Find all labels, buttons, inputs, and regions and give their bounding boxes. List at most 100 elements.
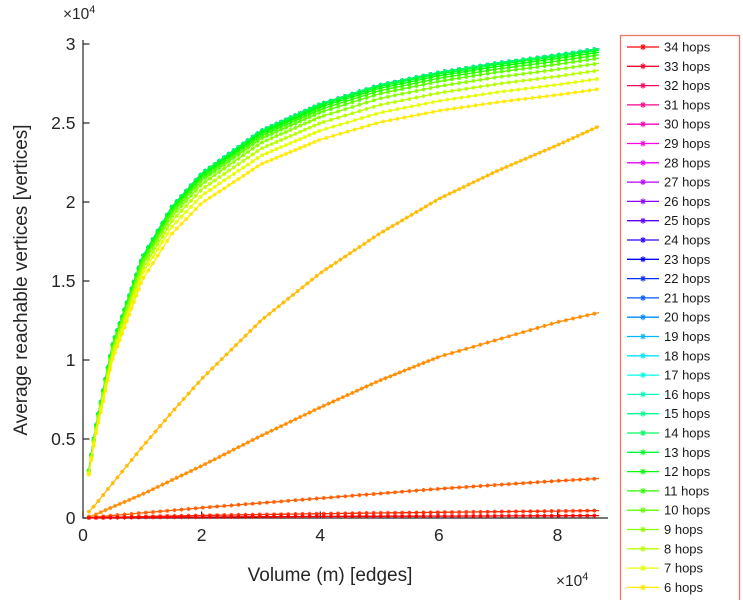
legend-marker-6-hops xyxy=(640,584,646,591)
series-line-25-hops xyxy=(88,48,600,471)
legend-marker-30-hops xyxy=(640,121,646,128)
legend-label-30-hops: 30 hops xyxy=(664,117,711,132)
legend-label-21-hops: 21 hops xyxy=(664,290,711,305)
legend-label-8-hops: 8 hops xyxy=(664,541,704,556)
series-line-4-hops xyxy=(88,311,600,518)
legend-label-27-hops: 27 hops xyxy=(664,175,711,190)
series-line-23-hops xyxy=(88,48,600,471)
legend-label-17-hops: 17 hops xyxy=(664,368,711,383)
legend-marker-8-hops xyxy=(640,545,646,552)
series-line-17-hops xyxy=(88,48,600,471)
legend-label-13-hops: 13 hops xyxy=(664,445,711,460)
series-line-5-hops xyxy=(88,125,600,513)
series-line-34-hops xyxy=(88,48,600,471)
legend-marker-25-hops xyxy=(640,217,646,224)
legend-label-28-hops: 28 hops xyxy=(664,155,711,170)
legend-label-29-hops: 29 hops xyxy=(664,136,711,151)
legend-label-23-hops: 23 hops xyxy=(664,252,711,267)
y-tick-label: 0 xyxy=(66,508,76,528)
y-tick-label: 1.5 xyxy=(51,271,75,291)
series-line-8-hops xyxy=(88,69,600,473)
legend-marker-7-hops xyxy=(640,565,646,572)
legend-label-34-hops: 34 hops xyxy=(664,40,711,55)
legend-label-19-hops: 19 hops xyxy=(664,329,711,344)
legend-marker-11-hops xyxy=(640,487,646,494)
legend-label-31-hops: 31 hops xyxy=(664,97,711,112)
series-markers-5-hops xyxy=(86,125,599,514)
x-exponent-power: 4 xyxy=(582,571,589,583)
series-line-15-hops xyxy=(88,48,600,471)
series-line-27-hops xyxy=(88,48,600,471)
series-markers-8-hops xyxy=(86,68,597,475)
legend-label-15-hops: 15 hops xyxy=(664,406,711,421)
series-line-32-hops xyxy=(88,48,600,471)
series-line-18-hops xyxy=(88,48,600,471)
legend-label-20-hops: 20 hops xyxy=(664,310,711,325)
series-markers-10-hops xyxy=(86,56,597,474)
series-markers-6-hops xyxy=(86,87,599,477)
legend-marker-17-hops xyxy=(640,372,646,379)
y-tick-label: 2 xyxy=(66,192,76,212)
x-tick-label: 2 xyxy=(197,525,207,545)
series-line-33-hops xyxy=(88,48,600,471)
legend-marker-14-hops xyxy=(640,430,646,436)
legend-label-6-hops: 6 hops xyxy=(664,580,704,595)
series-markers-1-hops xyxy=(86,513,597,520)
legend-marker-26-hops xyxy=(640,198,646,205)
legend-marker-15-hops xyxy=(640,410,646,417)
legend-label-24-hops: 24 hops xyxy=(664,233,711,248)
legend-marker-34-hops xyxy=(640,44,646,50)
legend-marker-21-hops xyxy=(640,294,646,301)
legend-marker-13-hops xyxy=(640,449,646,456)
series-line-13-hops xyxy=(88,49,600,471)
legend-label-16-hops: 16 hops xyxy=(664,387,711,402)
series-line-21-hops xyxy=(88,48,600,471)
legend-label-18-hops: 18 hops xyxy=(664,348,711,363)
y-exponent-mantissa: ×10 xyxy=(63,6,90,24)
legend-label-14-hops: 14 hops xyxy=(664,426,711,441)
legend-marker-28-hops xyxy=(640,159,646,166)
legend-label-10-hops: 10 hops xyxy=(664,503,711,518)
y-tick-label: 3 xyxy=(66,34,76,54)
legend-label-26-hops: 26 hops xyxy=(664,194,711,209)
axes xyxy=(82,40,608,519)
legend-label-12-hops: 12 hops xyxy=(664,464,711,479)
series-line-14-hops xyxy=(88,48,600,471)
series-line-30-hops xyxy=(88,48,600,471)
legend-label-32-hops: 32 hops xyxy=(664,78,711,93)
legend-marker-10-hops xyxy=(640,507,646,514)
legend-label-9-hops: 9 hops xyxy=(664,522,704,537)
series-line-20-hops xyxy=(88,48,600,471)
legend-marker-29-hops xyxy=(640,140,646,147)
series-line-6-hops xyxy=(88,88,600,475)
legend-marker-18-hops xyxy=(640,352,646,359)
series-markers-12-hops xyxy=(86,50,597,474)
y-tick-label: 2.5 xyxy=(51,113,75,133)
legend-marker-20-hops xyxy=(640,314,646,321)
x-tick-label: 8 xyxy=(553,525,563,545)
series-line-16-hops xyxy=(88,48,600,471)
x-axis-label: Volume (m) [edges] xyxy=(247,565,413,586)
legend-marker-19-hops xyxy=(640,333,646,340)
series-line-7-hops xyxy=(88,78,600,474)
x-tick-label: 6 xyxy=(434,525,444,545)
legend-marker-27-hops xyxy=(640,179,646,186)
x-axis-exponent: ×104 xyxy=(556,571,588,591)
legend-label-25-hops: 25 hops xyxy=(664,213,711,228)
x-exponent-mantissa: ×10 xyxy=(556,573,583,591)
series-line-19-hops xyxy=(88,48,600,471)
series-line-26-hops xyxy=(88,48,600,471)
y-tick-label: 0.5 xyxy=(51,429,75,449)
series-line-29-hops xyxy=(88,48,600,471)
legend-marker-24-hops xyxy=(640,237,646,243)
legend-label-11-hops: 11 hops xyxy=(664,483,710,498)
x-tick-label: 0 xyxy=(78,525,88,545)
legend-marker-23-hops xyxy=(640,256,646,263)
series-line-28-hops xyxy=(88,48,600,471)
legend-marker-22-hops xyxy=(640,275,646,282)
series-line-9-hops xyxy=(88,62,600,473)
y-axis-label: Average reachable vertices [vertices] xyxy=(11,124,32,436)
legend-marker-16-hops xyxy=(640,391,646,398)
